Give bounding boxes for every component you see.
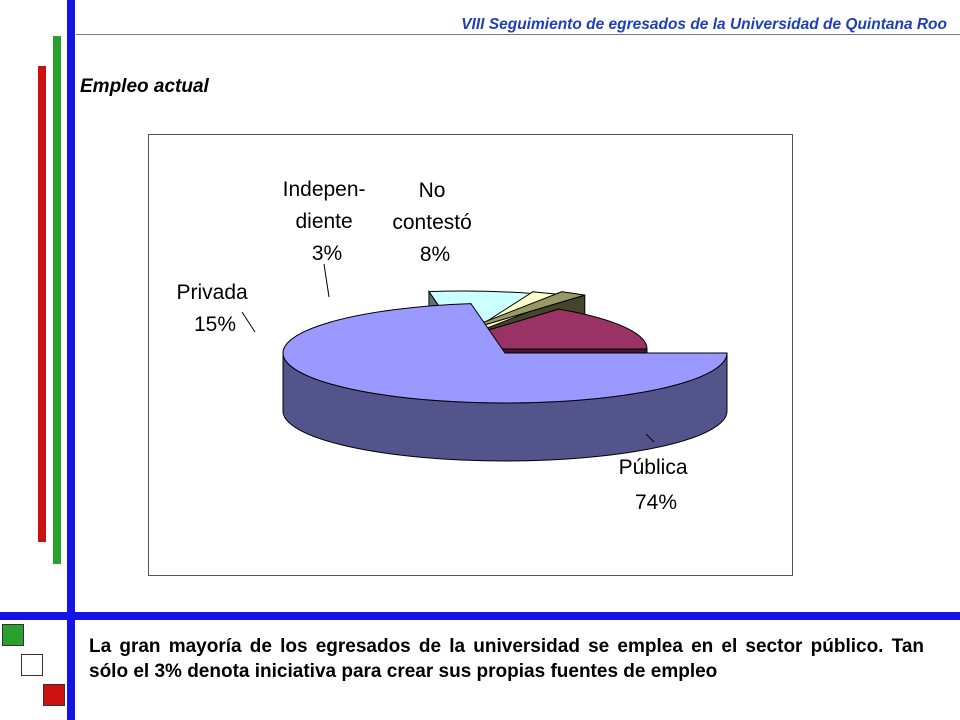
red-vertical-bar bbox=[38, 66, 46, 542]
slice-label-no-contesto-line2: contestó bbox=[392, 211, 471, 234]
leader-line-independiente bbox=[323, 263, 330, 298]
green-vertical-bar bbox=[53, 36, 61, 564]
leader-line-publica bbox=[645, 433, 655, 443]
blue-vertical-bar bbox=[67, 0, 75, 720]
slice-label-independiente-line2: diente bbox=[295, 210, 352, 233]
leader-line-privada bbox=[241, 311, 256, 333]
slice-label-privada-name: Privada bbox=[176, 281, 248, 304]
white-square bbox=[21, 654, 43, 676]
slice-label-privada: Privada 15% bbox=[176, 281, 253, 336]
caption-text: La gran mayoría de los egresados de la u… bbox=[89, 636, 924, 682]
slice-label-publica-pct: 74% bbox=[635, 491, 677, 514]
slice-label-publica-name: Pública bbox=[619, 456, 688, 479]
red-square bbox=[43, 684, 65, 706]
slice-label-privada-pct: 15% bbox=[194, 313, 236, 336]
slide-title: Empleo actual bbox=[80, 76, 209, 97]
slice-label-no-contesto: No contestó 8% bbox=[392, 179, 477, 266]
slice-label-independiente: Indepen- diente 3% bbox=[283, 178, 372, 265]
green-square bbox=[2, 624, 24, 646]
slice-label-no-contesto-line1: No bbox=[419, 179, 446, 202]
slice-label-independiente-line1: Indepen- bbox=[283, 178, 366, 201]
blue-horizontal-bar bbox=[0, 612, 960, 620]
chart-frame bbox=[148, 134, 793, 576]
header-title: VIII Seguimiento de egresados de la Univ… bbox=[461, 16, 947, 33]
slice-label-no-contesto-pct: 8% bbox=[420, 243, 450, 266]
pie-chart: Pública 74% No contestó 8% Indepen- dien… bbox=[176, 178, 728, 514]
header-divider bbox=[76, 34, 960, 35]
slice-publica bbox=[282, 303, 728, 404]
slice-label-publica: Pública 74% bbox=[619, 456, 694, 514]
slice-label-independiente-pct: 3% bbox=[312, 242, 342, 265]
